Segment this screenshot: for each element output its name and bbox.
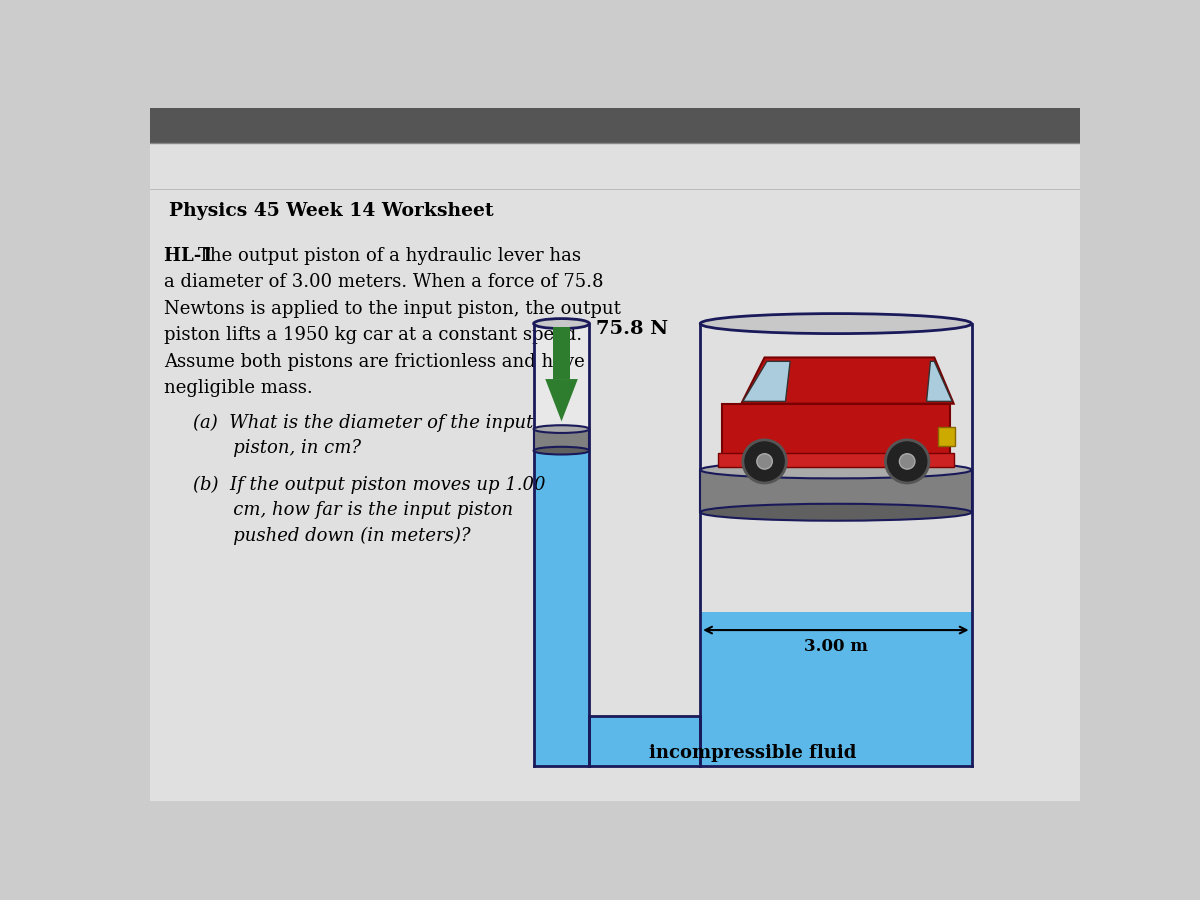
Ellipse shape xyxy=(534,425,589,433)
Polygon shape xyxy=(742,357,954,404)
Text: 75.8 N: 75.8 N xyxy=(596,320,668,338)
Bar xyxy=(534,451,589,767)
Text: (b)  If the output piston moves up 1.00: (b) If the output piston moves up 1.00 xyxy=(193,476,545,494)
Bar xyxy=(701,470,972,512)
Bar xyxy=(534,429,589,451)
Text: pushed down (in meters)?: pushed down (in meters)? xyxy=(193,526,470,545)
Text: Newtons is applied to the input piston, the output: Newtons is applied to the input piston, … xyxy=(164,300,620,318)
Circle shape xyxy=(743,440,786,483)
Ellipse shape xyxy=(534,319,589,328)
Text: Physics 45 Week 14 Worksheet: Physics 45 Week 14 Worksheet xyxy=(169,202,494,220)
Ellipse shape xyxy=(534,446,589,454)
Ellipse shape xyxy=(701,313,972,334)
Text: a diameter of 3.00 meters. When a force of 75.8: a diameter of 3.00 meters. When a force … xyxy=(164,274,604,292)
Circle shape xyxy=(886,440,929,483)
Polygon shape xyxy=(743,361,790,401)
Text: piston, in cm?: piston, in cm? xyxy=(193,439,361,457)
Text: cm, how far is the input piston: cm, how far is the input piston xyxy=(193,501,512,519)
Polygon shape xyxy=(926,361,952,401)
Bar xyxy=(534,324,589,429)
Bar xyxy=(722,404,950,457)
Text: negligible mass.: negligible mass. xyxy=(164,380,313,398)
Text: The output piston of a hydraulic lever has: The output piston of a hydraulic lever h… xyxy=(198,247,581,265)
Text: 3.00 m: 3.00 m xyxy=(804,638,868,655)
Bar xyxy=(150,108,1080,142)
Polygon shape xyxy=(545,379,578,421)
Bar xyxy=(718,453,954,467)
Circle shape xyxy=(757,454,773,469)
Ellipse shape xyxy=(701,504,972,521)
Bar xyxy=(938,427,955,446)
Text: piston lifts a 1950 kg car at a constant speed.: piston lifts a 1950 kg car at a constant… xyxy=(164,327,582,345)
Ellipse shape xyxy=(701,462,972,479)
Text: incompressible fluid: incompressible fluid xyxy=(649,744,857,762)
Circle shape xyxy=(900,454,914,469)
Bar xyxy=(701,612,972,767)
Bar xyxy=(534,716,972,767)
Bar xyxy=(553,328,570,379)
Text: HL-1: HL-1 xyxy=(164,247,220,265)
Text: Assume both pistons are frictionless and have: Assume both pistons are frictionless and… xyxy=(164,353,584,371)
Text: (a)  What is the diameter of the input: (a) What is the diameter of the input xyxy=(193,414,533,432)
